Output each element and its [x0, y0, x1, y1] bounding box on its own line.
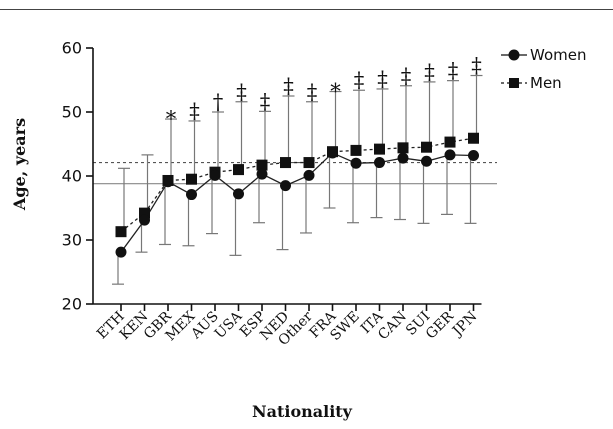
- significance-symbol: ‡: [401, 64, 412, 88]
- significance-symbol: ‡: [307, 80, 318, 104]
- significance-symbol: ‡: [283, 74, 294, 98]
- significance-symbols: * ‡ † ‡ ‡ ‡ ‡ * ‡ ‡ ‡ ‡ ‡ ‡: [166, 54, 482, 132]
- data-point-women: [186, 189, 197, 201]
- data-point-women: [209, 169, 221, 181]
- y-axis-ticks: 20 30 40 50 60: [62, 39, 93, 314]
- data-point-women: [374, 157, 385, 169]
- y-tick-label: 60: [62, 39, 82, 58]
- data-point-men: [350, 144, 362, 156]
- data-point-women: [256, 168, 268, 180]
- y-tick-label: 50: [62, 103, 82, 122]
- significance-symbol: ‡: [354, 68, 365, 92]
- significance-symbol: ‡: [377, 67, 388, 91]
- significance-symbol: ‡: [260, 89, 271, 113]
- significance-symbol: *: [166, 107, 177, 131]
- significance-symbol: ‡: [236, 80, 247, 104]
- data-point-men: [233, 164, 244, 176]
- legend-item-women: Women: [501, 46, 586, 64]
- data-point-women: [327, 147, 338, 159]
- y-tick-label: 30: [62, 231, 82, 250]
- series-lines: [120, 137, 474, 253]
- data-point-women: [397, 152, 409, 164]
- top-rule: [0, 9, 613, 10]
- data-point-men: [444, 136, 456, 148]
- significance-symbol: †: [213, 90, 224, 114]
- data-point-women: [162, 176, 174, 188]
- error-bars: [112, 74, 483, 285]
- legend: Women Men: [501, 46, 586, 92]
- data-point-men: [280, 157, 291, 169]
- significance-symbol: ‡: [471, 54, 482, 78]
- data-point-women: [421, 155, 432, 167]
- legend-men-marker: [509, 78, 519, 88]
- legend-women-label: Women: [530, 46, 586, 64]
- x-tick-label: JPN: [448, 309, 480, 341]
- data-point-men: [139, 207, 150, 219]
- significance-symbol: ‡: [189, 99, 200, 123]
- data-point-men: [397, 142, 409, 154]
- significance-symbol: *: [330, 80, 341, 104]
- data-point-women: [280, 180, 291, 192]
- data-point-men: [186, 173, 197, 185]
- data-point-men: [303, 157, 315, 169]
- y-axis-title: Age, years: [10, 118, 29, 211]
- series-line-women: [120, 152, 474, 253]
- x-axis-ticks: ETHKENGBRMEXAUSUSAESPNEDOtherFRASWEITACA…: [94, 304, 480, 349]
- axes: 20 30 40 50 60 ETHKENGBRMEXAUSUSAESPNEDOther…: [62, 39, 482, 349]
- data-point-women: [444, 149, 456, 161]
- legend-women-marker: [508, 49, 520, 61]
- data-point-women: [233, 188, 244, 200]
- data-point-men: [256, 159, 268, 171]
- data-point-women: [468, 150, 479, 162]
- data-point-women: [303, 169, 315, 181]
- x-axis-title: Nationality: [252, 402, 353, 421]
- data-point-men: [374, 143, 385, 155]
- y-tick-label: 20: [62, 295, 82, 314]
- reference-lines: [93, 161, 497, 185]
- data-point-men: [421, 141, 432, 153]
- legend-item-men: Men: [501, 74, 562, 92]
- data-point-women: [350, 157, 362, 169]
- significance-symbol: ‡: [424, 60, 435, 84]
- data-markers: [115, 132, 479, 258]
- data-point-men: [115, 226, 127, 238]
- y-tick-label: 40: [62, 167, 82, 186]
- data-point-men: [468, 132, 479, 144]
- significance-symbol: ‡: [448, 59, 459, 83]
- data-point-women: [115, 246, 127, 258]
- data-point-women: [139, 214, 150, 226]
- legend-men-label: Men: [530, 74, 562, 92]
